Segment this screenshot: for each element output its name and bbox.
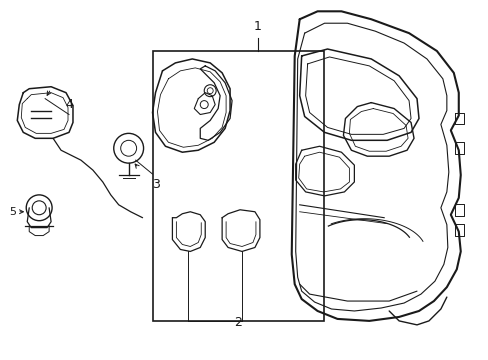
Text: 4: 4 [65,98,73,111]
Bar [152,51,323,321]
Text: 3: 3 [152,178,160,191]
Text: 1: 1 [253,20,262,33]
Text: 5: 5 [9,207,16,217]
Text: 2: 2 [234,316,242,329]
